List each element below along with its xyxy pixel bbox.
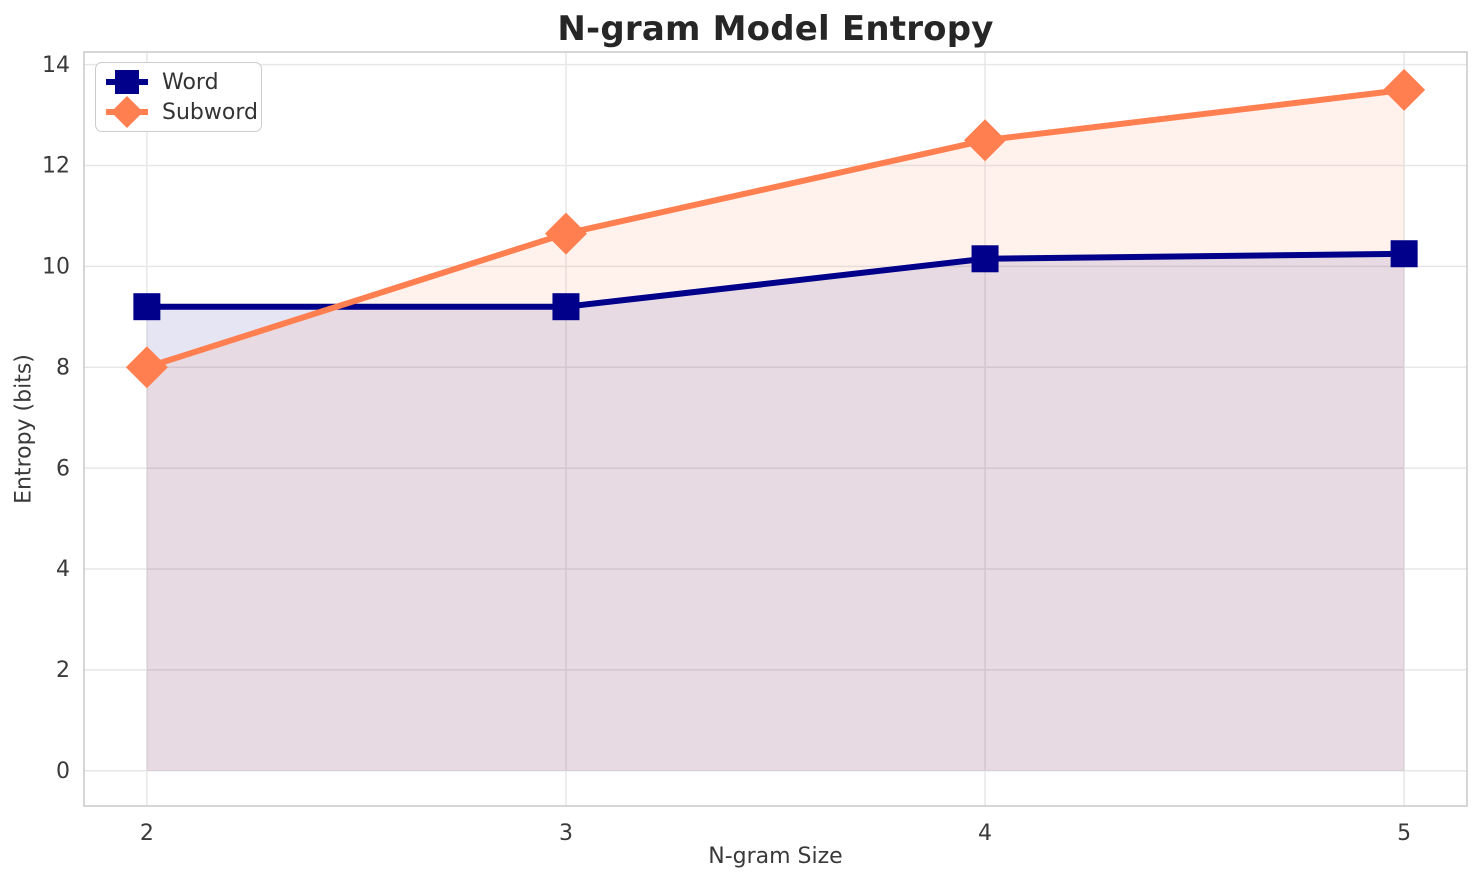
- legend: Word Subword: [95, 62, 262, 132]
- x-tick-label: 4: [978, 821, 992, 846]
- y-tick-label: 6: [56, 456, 70, 481]
- y-tick-label: 2: [56, 658, 70, 683]
- series-line-word: [143, 250, 1408, 310]
- data-point-marker: [133, 293, 161, 321]
- data-point-marker: [544, 212, 587, 255]
- axes-border: [83, 51, 1468, 807]
- legend-label-word: Word: [162, 69, 219, 95]
- series-fill-subword: [146, 89, 1405, 771]
- x-axis-label: N-gram Size: [708, 844, 843, 869]
- series-line-subword: [143, 86, 1408, 371]
- x-tick-label: 2: [140, 821, 154, 846]
- word-series-square-icon: [106, 70, 148, 94]
- data-point-marker: [552, 293, 580, 321]
- data-point-marker: [125, 346, 168, 389]
- chart-title: N-gram Model Entropy: [557, 9, 994, 49]
- y-tick-label: 4: [56, 557, 70, 582]
- y-tick-label: 12: [42, 154, 70, 179]
- data-point-marker: [1383, 68, 1426, 111]
- legend-label-subword: Subword: [162, 99, 258, 125]
- data-point-marker: [964, 119, 1007, 162]
- legend-item-subword: Subword: [104, 96, 258, 128]
- y-tick-label: 10: [42, 255, 70, 280]
- legend-item-word: Word: [104, 67, 251, 97]
- y-tick-label: 8: [56, 355, 70, 380]
- y-axis-label: Entropy (bits): [11, 354, 37, 504]
- x-tick-label: 3: [559, 821, 573, 846]
- y-tick-label: 0: [56, 759, 70, 784]
- series-fill-word: [146, 253, 1405, 771]
- x-tick-label: 5: [1397, 821, 1411, 846]
- y-tick-label: 14: [42, 53, 70, 78]
- data-point-marker: [1390, 240, 1418, 268]
- subword-series-diamond-icon: [106, 96, 148, 128]
- data-point-marker: [971, 245, 999, 273]
